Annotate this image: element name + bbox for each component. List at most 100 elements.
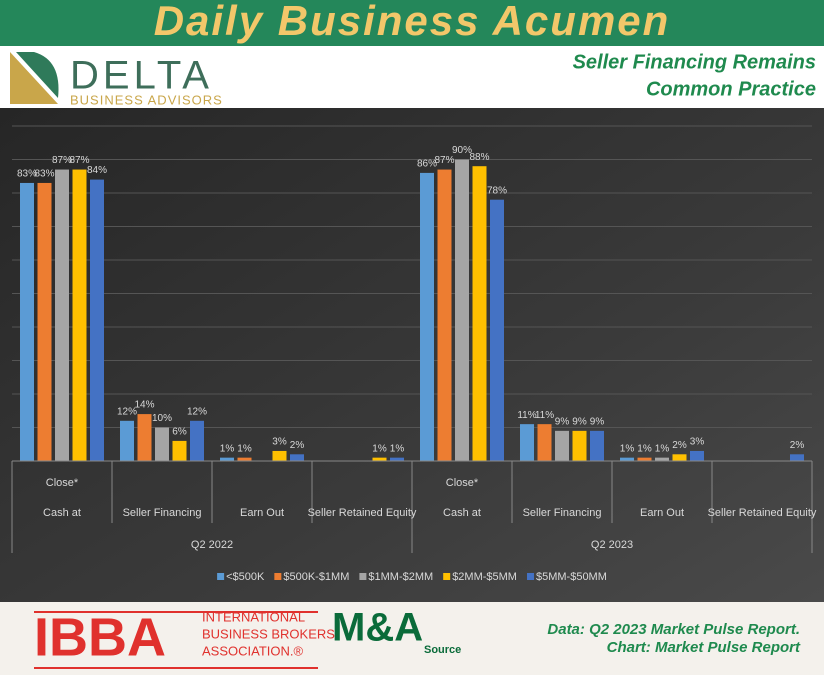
ibba-logo: IBBA INTERNATIONAL BUSINESS BROKERS ASSO… <box>34 607 335 669</box>
ibba-name: INTERNATIONAL <box>202 609 305 624</box>
delta-logo: DELTA BUSINESS ADVISORS <box>10 52 223 107</box>
bar <box>472 166 487 461</box>
bar <box>372 457 387 461</box>
bar <box>790 454 804 461</box>
bar <box>137 414 152 461</box>
data-label: 83% <box>17 169 37 180</box>
data-label: 87% <box>69 155 89 166</box>
subtitle: Seller Financing Remains <box>573 51 816 73</box>
data-label: 2% <box>790 440 805 451</box>
logo-tagline: BUSINESS ADVISORS <box>70 92 223 107</box>
data-label: 12% <box>117 406 137 417</box>
group-label: Q2 2023 <box>591 539 633 551</box>
ibba-name: BUSINESS BROKERS <box>202 626 335 641</box>
bar <box>620 457 634 461</box>
data-label: 3% <box>690 437 705 448</box>
legend-swatch <box>217 573 225 580</box>
bar <box>20 182 34 461</box>
bar <box>637 457 652 461</box>
data-label: 90% <box>452 145 472 156</box>
bar <box>590 430 604 461</box>
source-note: Data: Q2 2023 Market Pulse Report. <box>547 621 800 638</box>
bar <box>455 159 469 461</box>
legend-swatch <box>359 573 367 580</box>
logo-name: DELTA <box>70 54 213 98</box>
bar <box>555 430 569 461</box>
ibba-mark: IBBA <box>34 607 166 667</box>
header-area <box>0 46 824 108</box>
x-tick-label: Close* <box>446 477 479 489</box>
bar <box>72 169 87 462</box>
bar <box>437 169 452 462</box>
mna-sub: Source <box>424 644 461 656</box>
bar <box>672 454 687 461</box>
legend-label: $500K-$1MM <box>283 571 349 583</box>
data-label: 11% <box>535 410 554 421</box>
data-label: 1% <box>372 443 387 454</box>
bar <box>190 420 204 461</box>
data-label: 2% <box>672 440 687 451</box>
x-tick-label: Earn Out <box>640 507 684 519</box>
x-tick-label: Seller Retained Equity <box>708 507 817 519</box>
bar <box>272 450 287 461</box>
bar <box>390 457 404 461</box>
ibba-name: ASSOCIATION.® <box>202 643 303 658</box>
bar <box>155 427 169 461</box>
x-tick-label: Close* <box>46 477 79 489</box>
mna-mark: M&A <box>332 606 423 650</box>
bar <box>37 182 52 461</box>
data-label: 11% <box>517 410 536 421</box>
bar <box>55 169 69 462</box>
data-label: 9% <box>555 416 570 427</box>
x-tick-label: Cash at <box>443 507 481 519</box>
data-label: 87% <box>52 155 72 166</box>
data-label: 10% <box>152 413 172 424</box>
bar <box>690 450 704 461</box>
legend-swatch <box>274 573 282 580</box>
bar <box>120 420 134 461</box>
data-label: 2% <box>290 440 305 451</box>
subtitle: Common Practice <box>646 78 816 100</box>
x-tick-label: Seller Financing <box>123 507 202 519</box>
source-note: Chart: Market Pulse Report <box>607 639 801 656</box>
group-label: Q2 2022 <box>191 539 233 551</box>
bar <box>420 172 434 461</box>
legend-swatch <box>526 573 534 580</box>
legend-swatch <box>443 573 451 580</box>
bar <box>490 199 504 461</box>
data-label: 9% <box>590 416 605 427</box>
data-label: 87% <box>434 155 454 166</box>
mna-logo: M&A Source <box>332 606 461 656</box>
data-label: 83% <box>34 169 54 180</box>
legend-label: <$500K <box>226 571 265 583</box>
data-label: 86% <box>417 159 437 170</box>
legend-label: $5MM-$50MM <box>536 571 607 583</box>
bar <box>220 457 234 461</box>
bar <box>520 424 534 461</box>
page-title: Daily Business Acumen <box>154 0 671 44</box>
bar <box>290 454 304 461</box>
banner <box>0 0 824 46</box>
data-label: 84% <box>87 165 107 176</box>
footer-area <box>0 602 824 675</box>
bar <box>655 457 669 461</box>
data-label: 88% <box>469 152 489 163</box>
x-tick-label: Seller Financing <box>523 507 602 519</box>
data-label: 1% <box>237 443 252 454</box>
chart: 83% 12% 1% 86% 11% 1% 83% 14% 1% 87% 11% 1% 87% 10% 90… <box>11 125 817 583</box>
data-label: 14% <box>134 400 154 411</box>
x-tick-label: Seller Retained Equity <box>308 507 417 519</box>
data-label: 12% <box>187 406 207 417</box>
data-label: 1% <box>655 443 670 454</box>
data-label: 1% <box>620 443 635 454</box>
data-label: 1% <box>220 443 235 454</box>
bar <box>537 424 552 461</box>
data-label: 3% <box>272 437 287 448</box>
data-label: 1% <box>637 443 652 454</box>
bar <box>172 440 187 461</box>
data-label: 1% <box>390 443 405 454</box>
x-tick-label: Cash at <box>43 507 81 519</box>
data-label: 78% <box>487 185 507 196</box>
